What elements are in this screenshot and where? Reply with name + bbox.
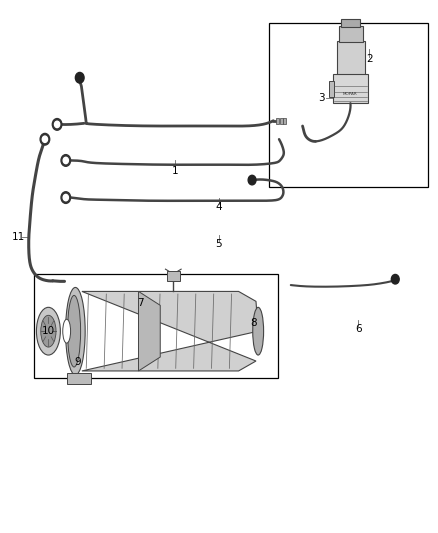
- Text: 1: 1: [172, 166, 179, 176]
- Circle shape: [52, 118, 62, 130]
- Bar: [280, 117, 283, 124]
- Bar: [276, 117, 279, 124]
- Text: 2: 2: [366, 54, 372, 63]
- Bar: [333, 74, 368, 103]
- Circle shape: [42, 136, 47, 142]
- Ellipse shape: [36, 308, 60, 355]
- Text: 10: 10: [42, 326, 55, 336]
- Ellipse shape: [41, 316, 56, 347]
- Polygon shape: [82, 292, 258, 371]
- Circle shape: [391, 274, 399, 284]
- Ellipse shape: [63, 319, 71, 343]
- Text: 4: 4: [215, 201, 223, 212]
- Bar: [167, 271, 180, 281]
- Bar: [339, 26, 363, 42]
- Text: 3: 3: [318, 93, 325, 103]
- Circle shape: [61, 192, 71, 204]
- Circle shape: [63, 195, 68, 201]
- Text: 7: 7: [138, 297, 144, 308]
- Circle shape: [61, 155, 71, 166]
- Circle shape: [54, 121, 60, 127]
- Bar: [283, 117, 286, 124]
- Text: 6: 6: [355, 324, 362, 334]
- Bar: [34, 274, 278, 378]
- Circle shape: [75, 72, 84, 83]
- Bar: [67, 373, 91, 384]
- Circle shape: [248, 175, 256, 185]
- Bar: [336, 41, 365, 76]
- Text: 5: 5: [215, 239, 223, 249]
- Bar: [328, 81, 334, 97]
- Ellipse shape: [66, 287, 85, 375]
- Circle shape: [40, 133, 49, 145]
- Text: MOPAR: MOPAR: [342, 92, 357, 96]
- Text: 8: 8: [251, 318, 257, 328]
- Text: 9: 9: [74, 357, 81, 367]
- Circle shape: [63, 157, 68, 164]
- Ellipse shape: [253, 308, 264, 355]
- Bar: [269, 22, 428, 187]
- Bar: [341, 19, 360, 27]
- Ellipse shape: [67, 295, 81, 367]
- Text: 11: 11: [12, 232, 25, 243]
- Polygon shape: [138, 292, 160, 371]
